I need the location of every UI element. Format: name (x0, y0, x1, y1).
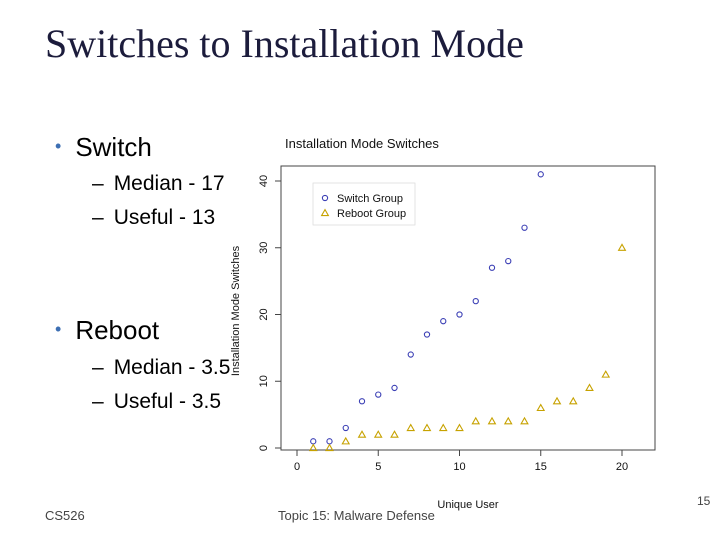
footer-course: CS526 (45, 508, 85, 523)
reboot-point (503, 416, 513, 425)
reboot-point (617, 243, 627, 251)
reboot-point (373, 430, 383, 438)
switch-point (488, 264, 496, 271)
sub-bullet-label: Median - 3.5 (113, 356, 231, 379)
bullet-label: Switch (75, 132, 152, 162)
switch-point (391, 384, 398, 392)
y-tick-label: 0 (258, 445, 270, 451)
x-tick-label: 0 (294, 461, 300, 473)
bullet-switch: • Switch (55, 132, 152, 163)
reboot-point (487, 416, 497, 425)
sub-bullet-switch-useful: – Useful - 13 (92, 206, 215, 230)
reboot-point (568, 396, 578, 405)
switch-point (440, 318, 447, 325)
switch-point (358, 398, 366, 405)
dash-icon: – (92, 356, 104, 379)
sub-bullet-switch-median: – Median - 17 (92, 172, 225, 196)
switch-point (456, 311, 463, 318)
bullet-label: Reboot (75, 315, 160, 345)
reboot-point (308, 443, 318, 452)
sub-bullet-reboot-useful: – Useful - 3.5 (92, 390, 221, 414)
legend-label: Reboot Group (337, 208, 406, 220)
reboot-point (357, 430, 367, 438)
reboot-point (520, 416, 529, 425)
x-tick-label: 20 (616, 461, 628, 473)
y-axis-label: Installation Mode Switches (230, 245, 242, 376)
x-tick-label: 15 (535, 461, 547, 473)
switch-point (472, 297, 479, 305)
scatter-chart: Installation Mode Switches 0 5 10 15 20 0 10 20 3… (230, 136, 656, 511)
dash-icon: – (92, 390, 104, 413)
reboot-point (438, 423, 448, 432)
page-number: 15 (697, 494, 711, 508)
x-tick-label: 5 (375, 461, 381, 473)
x-tick-label: 10 (453, 461, 465, 473)
switch-point (310, 438, 317, 445)
legend-label: Switch Group (337, 193, 403, 205)
y-tick-label: 10 (258, 375, 270, 387)
bullet-reboot: • Reboot (55, 315, 159, 346)
reboot-point (406, 423, 416, 432)
slide-title: Switches to Installation Mode (45, 21, 524, 66)
legend-marker-switch (321, 194, 329, 202)
y-tick-label: 30 (258, 242, 270, 254)
switch-point (375, 391, 382, 398)
bullet-dot-icon: • (55, 136, 62, 156)
sub-bullet-label: Useful - 3.5 (113, 390, 222, 413)
reboot-point (390, 430, 399, 438)
switch-point (407, 351, 414, 358)
dash-icon: – (92, 172, 104, 195)
switch-point (505, 257, 512, 265)
x-axis-label: Unique User (437, 499, 498, 511)
sub-bullet-label: Median - 17 (113, 172, 225, 195)
y-tick-label: 40 (258, 175, 270, 187)
reboot-point (552, 396, 562, 405)
legend-marker-reboot (320, 208, 330, 217)
switch-point (521, 224, 528, 231)
reboot-point (536, 403, 546, 412)
switch-point (537, 171, 544, 178)
switch-point (423, 331, 431, 338)
plot-frame (280, 165, 656, 451)
dash-icon: – (92, 206, 104, 229)
reboot-point (601, 370, 611, 378)
y-tick-label: 20 (258, 308, 270, 320)
reboot-point (325, 443, 334, 452)
reboot-point (455, 423, 464, 432)
bullet-dot-icon: • (55, 319, 62, 339)
reboot-point (341, 436, 351, 445)
switch-point (342, 424, 349, 432)
switch-point (326, 438, 333, 445)
chart-title: Installation Mode Switches (285, 136, 439, 151)
legend-box (312, 182, 416, 226)
reboot-point (585, 383, 594, 392)
reboot-point (422, 423, 432, 432)
sub-bullet-label: Useful - 13 (113, 206, 216, 229)
sub-bullet-reboot-median: – Median - 3.5 (92, 356, 230, 380)
footer-topic: Topic 15: Malware Defense (278, 508, 435, 523)
reboot-point (471, 416, 481, 425)
